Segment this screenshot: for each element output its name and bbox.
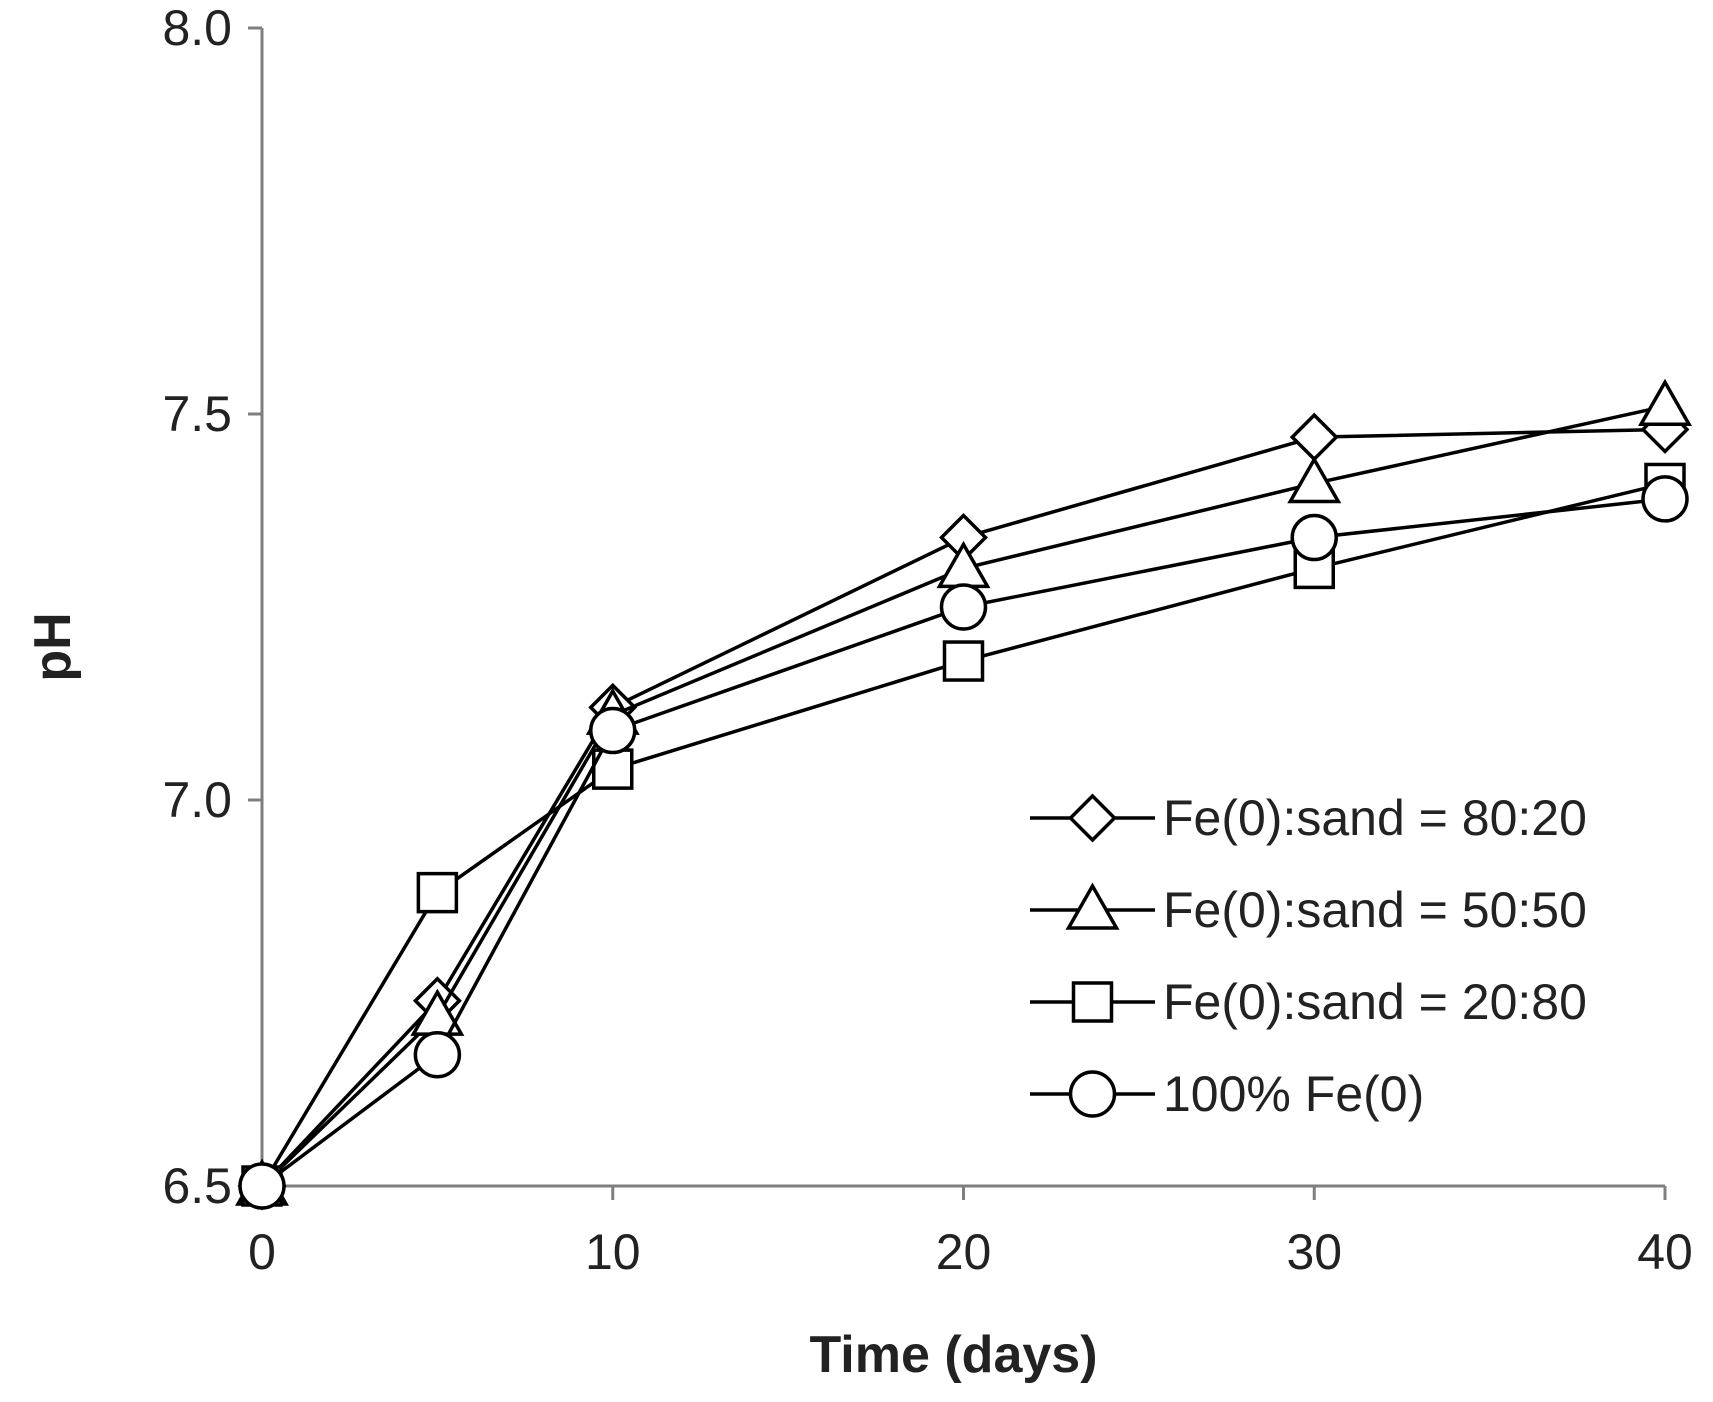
- data-point-circle: [1641, 475, 1689, 523]
- legend-label: 100% Fe(0): [1163, 1066, 1424, 1122]
- y-tick-label: 7.5: [162, 386, 232, 442]
- series-line-square: [260, 481, 1666, 1187]
- x-tick-label: 0: [248, 1224, 276, 1280]
- legend-item: Fe(0):sand = 20:80: [1030, 974, 1587, 1030]
- y-tick-label: 7.0: [162, 772, 232, 828]
- y-axis-title: pH: [24, 612, 82, 681]
- x-tick-label: 40: [1637, 1224, 1693, 1280]
- series-layer: [234, 378, 1693, 1211]
- y-tick-label: 6.5: [162, 1158, 232, 1214]
- tick-labels: 6.5 7.0 7.5 8.0 0 10 20 30 40: [162, 0, 1692, 1280]
- legend-marker-circle: [1068, 1070, 1117, 1118]
- legend-item: 100% Fe(0): [1030, 1066, 1424, 1122]
- series-line-diamond: [260, 427, 1666, 1188]
- data-point-circle: [1290, 513, 1338, 562]
- data-point-square: [942, 640, 985, 682]
- data-point-circle: [939, 583, 988, 631]
- data-point-circle: [589, 706, 637, 755]
- y-tick-label: 8.0: [162, 0, 232, 56]
- data-point-triangle: [1287, 455, 1342, 504]
- data-point-circle: [413, 1031, 462, 1079]
- x-tick-label: 10: [585, 1224, 641, 1280]
- legend-label: Fe(0):sand = 50:50: [1163, 882, 1587, 938]
- legend-marker-square: [1071, 981, 1114, 1023]
- data-point-diamond: [1289, 412, 1339, 462]
- x-tick-label: 20: [936, 1224, 992, 1280]
- data-point-triangle: [1637, 378, 1693, 427]
- legend-marker-triangle: [1065, 882, 1120, 930]
- legend-item: Fe(0):sand = 80:20: [1030, 790, 1587, 846]
- series-line-circle: [260, 497, 1666, 1188]
- series-line-triangle: [260, 404, 1666, 1188]
- x-tick-label: 30: [1286, 1224, 1342, 1280]
- legend-label: Fe(0):sand = 20:80: [1163, 974, 1587, 1030]
- data-point-circle: [238, 1162, 286, 1210]
- series-circle: [238, 475, 1689, 1210]
- legend-label: Fe(0):sand = 80:20: [1163, 790, 1587, 846]
- legend-item: Fe(0):sand = 50:50: [1030, 882, 1587, 938]
- legend: Fe(0):sand = 80:20 Fe(0):sand = 50:50 Fe(0…: [1030, 790, 1587, 1122]
- x-axis-title: Time (days): [809, 1326, 1097, 1384]
- data-point-square: [416, 871, 459, 914]
- legend-marker-diamond: [1068, 793, 1117, 843]
